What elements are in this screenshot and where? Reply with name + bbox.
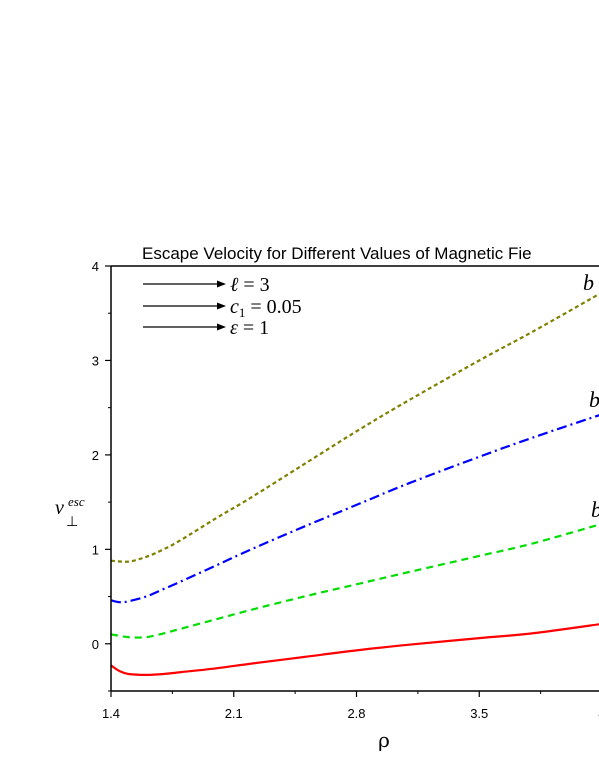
series-line-3 [111, 523, 599, 639]
series-line-2 [111, 414, 599, 604]
y-tick-label: 0 [92, 637, 99, 652]
y-axis-label: v esc ⊥ [55, 494, 85, 530]
x-tick-label: 1.4 [102, 706, 120, 721]
series-label-2: b [589, 387, 599, 412]
y-tick-label: 1 [92, 542, 99, 557]
series-line-4 [111, 623, 599, 677]
series-labels: b b b [583, 270, 599, 522]
annotation-text: c1 = 0.05 [230, 296, 302, 320]
y-axis-label-sup: esc [68, 494, 85, 509]
annotation-text: ℓ = 3 [230, 274, 270, 296]
y-tick-label: 3 [92, 353, 99, 368]
y-ticks: 0 1 2 3 4 [92, 259, 111, 692]
x-tick-label: 2.8 [347, 706, 365, 721]
x-ticks: 1.42.12.83.54 [102, 691, 599, 721]
x-tick-label: 2.1 [225, 706, 243, 721]
annotation-arrow-head [217, 280, 226, 288]
plot-area [111, 292, 599, 677]
annotations: ℓ = 3c1 = 0.05ε = 1 [143, 274, 302, 339]
y-axis-label-sub: ⊥ [66, 515, 78, 530]
annotation-arrow-head [217, 323, 226, 331]
series-line-1 [111, 292, 599, 563]
y-tick-label: 4 [92, 259, 99, 274]
series-label-1: b [583, 270, 594, 295]
series-label-3: b [591, 497, 599, 522]
annotation-arrow-head [217, 302, 226, 310]
y-tick-label: 2 [92, 448, 99, 463]
y-axis-label-base: v [55, 497, 64, 519]
chart-title: Escape Velocity for Different Values of … [142, 244, 532, 263]
series-group [111, 292, 599, 677]
x-axis-label: ρ [378, 728, 390, 752]
annotation-text: ε = 1 [230, 317, 269, 339]
x-tick-label: 3.5 [470, 706, 488, 721]
